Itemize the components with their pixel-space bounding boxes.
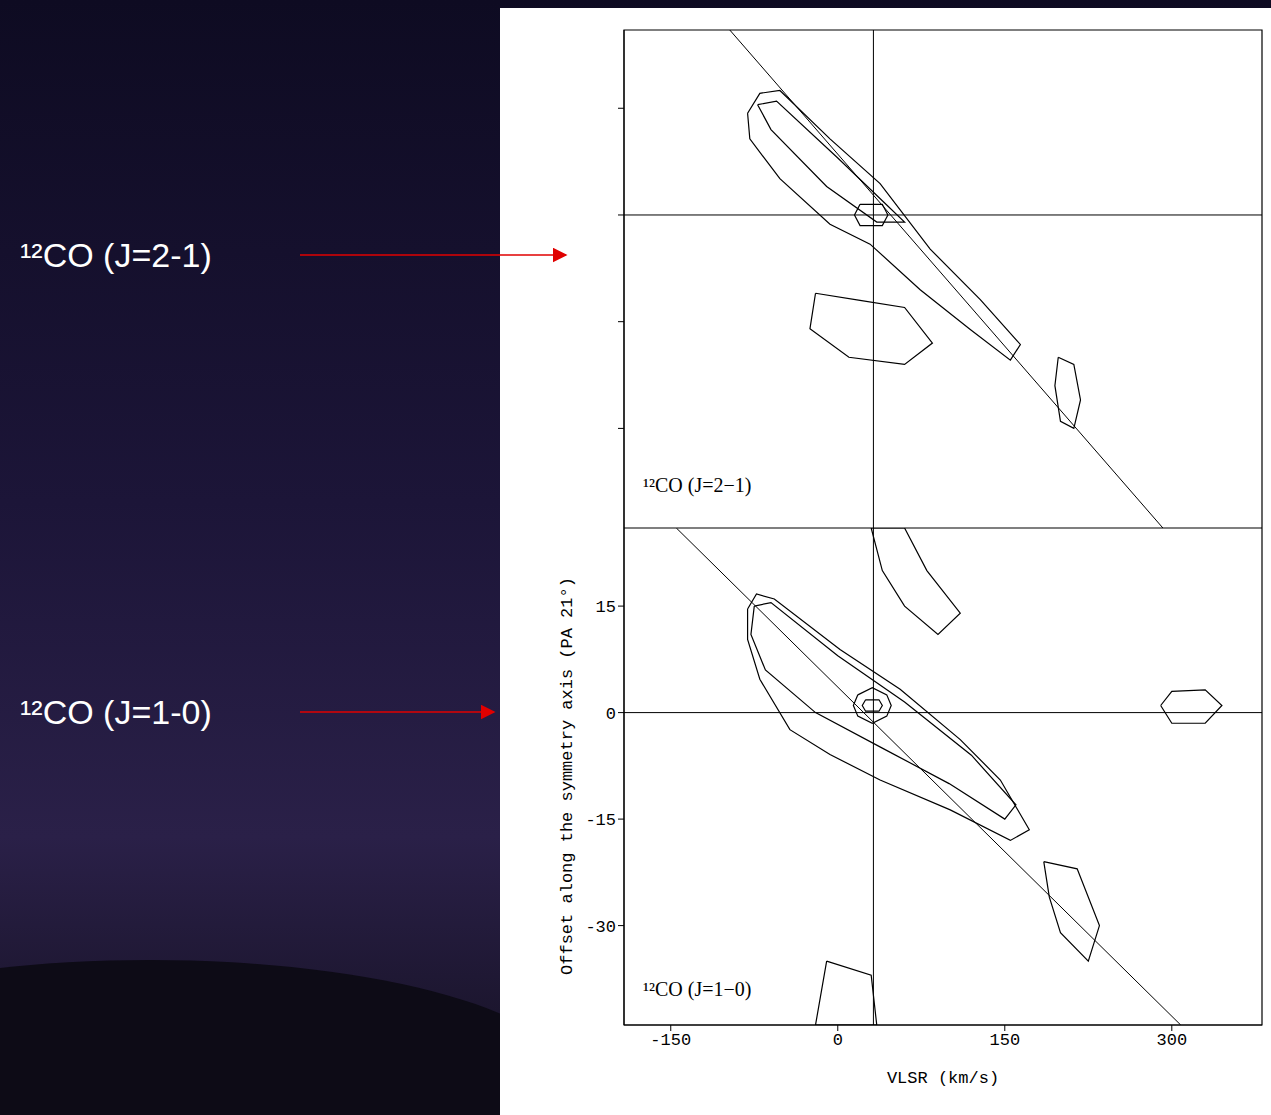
svg-text:VLSR (km/s): VLSR (km/s) [887, 1069, 999, 1088]
svg-text:-30: -30 [585, 918, 616, 937]
svg-text:¹²CO (J=1−0): ¹²CO (J=1−0) [643, 978, 751, 1001]
svg-text:15: 15 [596, 598, 616, 617]
svg-text:Offset along the symmetry axis: Offset along the symmetry axis (PA 21°) [558, 577, 577, 975]
svg-text:¹²CO (J=2−1): ¹²CO (J=2−1) [643, 474, 751, 497]
svg-text:300: 300 [1157, 1031, 1188, 1050]
svg-text:¹²CO (J=2-1): ¹²CO (J=2-1) [20, 236, 212, 274]
svg-text:150: 150 [989, 1031, 1020, 1050]
svg-text:¹²CO (J=1-0): ¹²CO (J=1-0) [20, 693, 212, 731]
svg-text:0: 0 [606, 705, 616, 724]
svg-text:-150: -150 [650, 1031, 691, 1050]
svg-text:-15: -15 [585, 811, 616, 830]
svg-text:0: 0 [833, 1031, 843, 1050]
